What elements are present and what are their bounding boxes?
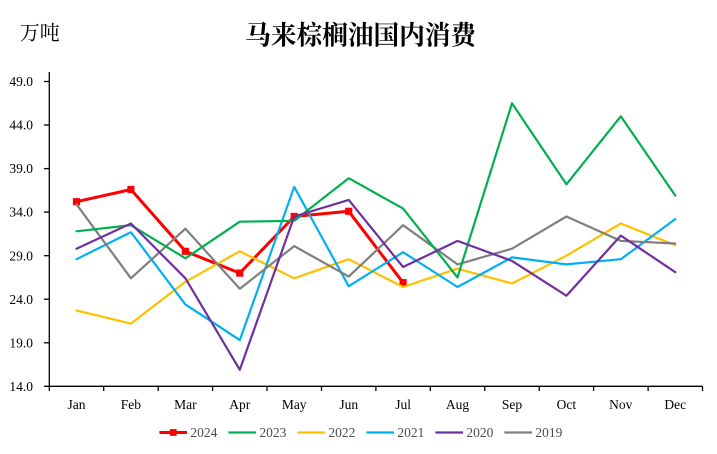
svg-text:Sep: Sep	[502, 397, 523, 412]
svg-text:2021: 2021	[397, 425, 424, 440]
svg-text:Aug: Aug	[446, 397, 469, 412]
svg-text:19.0: 19.0	[9, 335, 33, 350]
svg-text:34.0: 34.0	[9, 205, 33, 220]
svg-text:May: May	[282, 397, 307, 412]
svg-text:44.0: 44.0	[9, 118, 33, 133]
svg-text:Oct: Oct	[557, 397, 577, 412]
svg-text:14.0: 14.0	[9, 379, 33, 394]
svg-text:Nov: Nov	[609, 397, 632, 412]
svg-text:Dec: Dec	[664, 397, 686, 412]
svg-text:39.0: 39.0	[9, 161, 33, 176]
svg-text:Jul: Jul	[395, 397, 411, 412]
svg-text:49.0: 49.0	[9, 74, 33, 89]
svg-text:2019: 2019	[535, 425, 562, 440]
svg-text:2024: 2024	[190, 425, 217, 440]
svg-text:2023: 2023	[259, 425, 286, 440]
svg-text:Feb: Feb	[121, 397, 142, 412]
svg-text:Jan: Jan	[68, 397, 86, 412]
svg-text:2022: 2022	[328, 425, 355, 440]
svg-text:Jun: Jun	[339, 397, 358, 412]
svg-text:24.0: 24.0	[9, 292, 33, 307]
svg-text:2020: 2020	[466, 425, 493, 440]
svg-text:Apr: Apr	[229, 397, 250, 412]
svg-text:29.0: 29.0	[9, 248, 33, 263]
svg-text:Mar: Mar	[174, 397, 197, 412]
